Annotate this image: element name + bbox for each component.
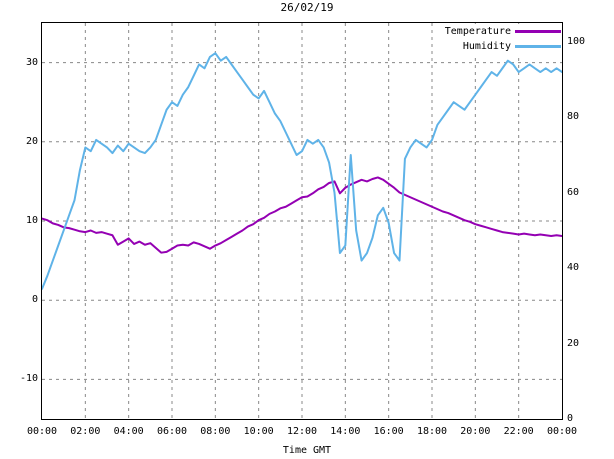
y-tick-right-40: 40 [567, 262, 580, 274]
x-tick-02-00-1: 02:00 [70, 426, 101, 437]
x-tick-06-00-3: 06:00 [156, 426, 188, 437]
legend-swatch-temperature [515, 30, 561, 33]
x-tick-12-00-6: 12:00 [286, 426, 318, 437]
legend-item-humidity: Humidity [435, 39, 561, 54]
legend-label-temperature: Temperature [444, 25, 511, 37]
x-axis-ticks: 00:00 02:00 04:00 06:00 08:00 10:00 12:00 14:00… [27, 426, 577, 442]
y-tick-right-80: 80 [567, 111, 580, 123]
x-tick-16-00-8: 16:00 [373, 426, 404, 437]
x-tick-22-00-11: 22:00 [503, 426, 534, 437]
x-axis-label: Time GMT [282, 445, 332, 456]
y-tick-left-0: 0 [31, 294, 38, 306]
y-tick-right-0: 0 [567, 413, 574, 424]
y-tick-right-60: 60 [567, 186, 580, 198]
legend-label-humidity: Humidity [462, 40, 511, 52]
x-tick-20-00-10: 20:00 [460, 426, 491, 437]
y-axis-right-ticks: 100 80 60 40 20 0 [567, 22, 609, 424]
y-tick-left--10: -10 [19, 373, 38, 385]
y-tick-right-100: 100 [567, 35, 586, 47]
y-tick-left-20: 20 [25, 135, 38, 147]
y-tick-left-10: 10 [25, 215, 38, 226]
y-axis-left-ticks: 30 20 10 0 -10 [0, 22, 38, 420]
x-tick-00-00-0: 00:00 [26, 426, 58, 437]
y-tick-left-30: 30 [25, 56, 38, 68]
legend-item-temperature: Temperature [435, 24, 561, 39]
plot-svg [41, 23, 563, 419]
x-tick-00-00-12: 00:00 [546, 426, 578, 437]
x-tick-04-00-2: 04:00 [113, 426, 144, 437]
x-tick-18-00-9: 18:00 [416, 426, 448, 437]
legend-swatch-humidity [515, 45, 561, 48]
chart-title: 26/02/19 [280, 1, 334, 14]
x-tick-08-00-4: 08:00 [200, 426, 231, 437]
chart-legend: Temperature Humidity [435, 24, 561, 58]
x-tick-10-00-5: 10:00 [243, 426, 274, 437]
plot-area [41, 22, 563, 420]
y-tick-right-20: 20 [567, 337, 580, 349]
x-tick-14-00-7: 14:00 [330, 426, 361, 437]
